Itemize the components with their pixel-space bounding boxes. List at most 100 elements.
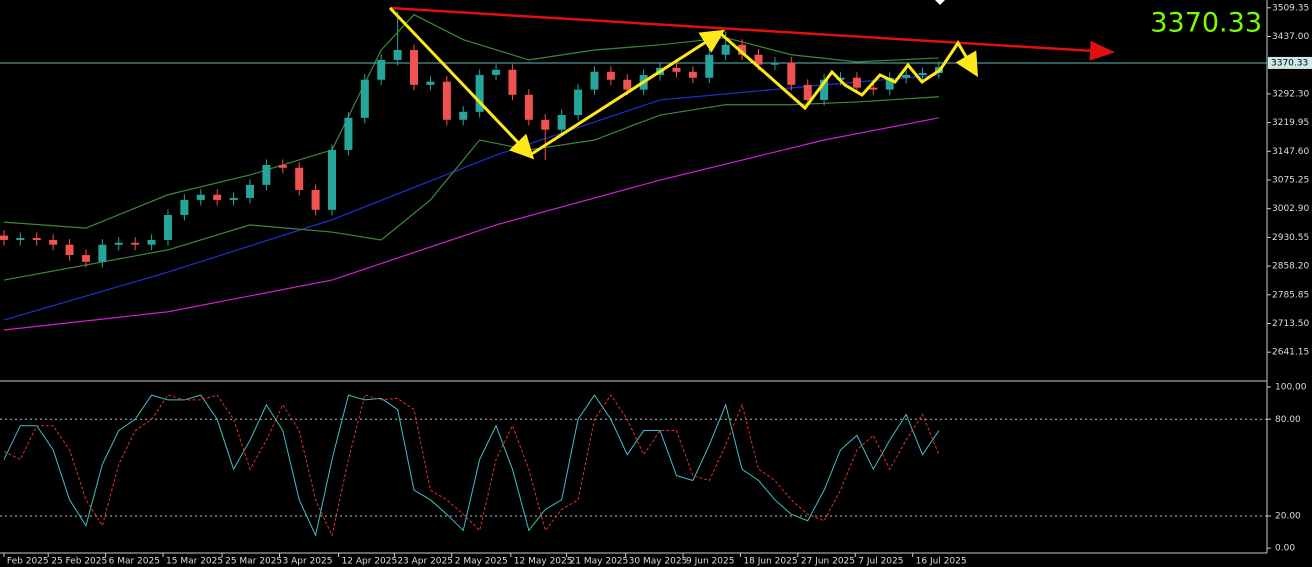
candle-body <box>180 199 189 215</box>
candle-body <box>245 184 254 198</box>
x-tick-label: 30 May 2025 <box>629 557 688 567</box>
moving-average <box>3 13 939 229</box>
candle-body <box>492 69 501 75</box>
x-tick-label: 7 Jul 2025 <box>858 557 903 567</box>
y-tick-label: 2785.85 <box>1272 290 1309 300</box>
y-tick-label: 3509.35 <box>1272 3 1309 13</box>
trend-line <box>389 6 1115 61</box>
candle-body <box>902 74 911 78</box>
candle-body <box>623 79 632 90</box>
x-tick-label: 25 Feb 2025 <box>51 557 107 567</box>
candle-body <box>885 77 894 90</box>
candle-body <box>574 89 583 116</box>
candle-body <box>426 81 435 85</box>
x-tick-label: Feb 2025 <box>7 557 49 567</box>
x-tick-label: 6 Mar 2025 <box>109 557 160 567</box>
y-tick-label: 3292.30 <box>1272 89 1309 99</box>
candle-body <box>541 119 550 130</box>
candle-body <box>344 117 353 150</box>
x-tick-label: 15 Mar 2025 <box>166 557 223 567</box>
wave-line <box>529 29 726 157</box>
candle-body <box>606 71 615 80</box>
candle-body <box>196 194 205 200</box>
candle-body <box>738 44 747 55</box>
candle-body <box>393 49 402 60</box>
candle-body <box>360 79 369 118</box>
wave-line <box>388 6 535 160</box>
y2-tick-label: 0.00 <box>1275 544 1295 554</box>
candle-body <box>49 239 58 245</box>
candle-body <box>410 49 419 85</box>
x-tick-label: 12 May 2025 <box>514 557 573 567</box>
current-price: 3370.33 <box>1150 8 1262 39</box>
last-price-box <box>1268 56 1312 69</box>
y-tick-label: 3002.90 <box>1272 204 1309 214</box>
candle-body <box>147 239 156 245</box>
moving-average <box>3 117 940 331</box>
candle-body <box>114 242 123 245</box>
shift-marker <box>935 0 945 5</box>
x-tick-label: 2 May 2025 <box>455 557 508 567</box>
y-tick-label: 2858.20 <box>1272 262 1309 272</box>
candle-body <box>787 62 796 85</box>
x-tick-label: 18 Jun 2025 <box>743 557 797 567</box>
moving-average <box>3 96 939 281</box>
y2-tick-label: 100.00 <box>1275 383 1307 393</box>
x-tick-label: 23 Apr 2025 <box>397 557 453 567</box>
candle-body <box>918 72 927 75</box>
candle-body <box>131 242 140 245</box>
candle-body <box>852 77 861 88</box>
candle-body <box>524 94 533 120</box>
candle-body <box>590 71 599 90</box>
y-tick-label: 2641.15 <box>1272 348 1309 358</box>
y-tick-label: 3075.25 <box>1272 175 1309 185</box>
candle-body <box>442 81 451 120</box>
candle-body <box>688 71 697 78</box>
x-tick-label: 12 Apr 2025 <box>342 557 398 567</box>
candle-body <box>557 115 566 130</box>
candle-body <box>770 62 779 65</box>
candle-body <box>475 74 484 112</box>
x-tick-label: 25 Mar 2025 <box>225 557 282 567</box>
y2-tick-label: 80.00 <box>1275 415 1301 425</box>
candle-body <box>311 190 320 210</box>
candle-body <box>869 87 878 90</box>
x-tick-label: 21 May 2025 <box>570 557 629 567</box>
candle-body <box>32 237 41 240</box>
candle-body <box>163 214 172 240</box>
candle-body <box>672 67 681 72</box>
candle-body <box>16 237 25 240</box>
candle-body <box>803 84 812 100</box>
x-tick-label: 27 Jun 2025 <box>801 557 855 567</box>
candle-body <box>508 69 517 95</box>
candle-body <box>65 244 74 256</box>
oscillator-line <box>3 394 940 537</box>
y-tick-label: 3147.60 <box>1272 147 1309 157</box>
candle-body <box>459 111 468 120</box>
y2-tick-label: 20.00 <box>1275 511 1301 521</box>
x-tick-label: 16 Jul 2025 <box>916 557 967 567</box>
y-tick-label: 2930.55 <box>1272 233 1309 243</box>
oscillator-line <box>3 394 940 537</box>
y-tick-label: 2713.50 <box>1272 319 1309 329</box>
candle-body <box>0 235 8 240</box>
candle-body <box>229 197 238 200</box>
candle-body <box>278 165 287 168</box>
candle-body <box>328 149 337 210</box>
candle-body <box>295 167 304 190</box>
candle-body <box>262 165 271 185</box>
candle-body <box>98 244 107 262</box>
y-tick-label: 3437.00 <box>1272 32 1309 42</box>
candle-body <box>754 54 763 65</box>
candle-body <box>820 79 829 100</box>
candle-body <box>213 194 222 200</box>
x-tick-label: 9 Jun 2025 <box>686 557 734 567</box>
last-price-label: 3370.33 <box>1271 58 1308 68</box>
candle-body <box>721 44 730 55</box>
wave-line <box>719 31 979 111</box>
candle-body <box>81 255 90 262</box>
candle-body <box>377 59 386 80</box>
